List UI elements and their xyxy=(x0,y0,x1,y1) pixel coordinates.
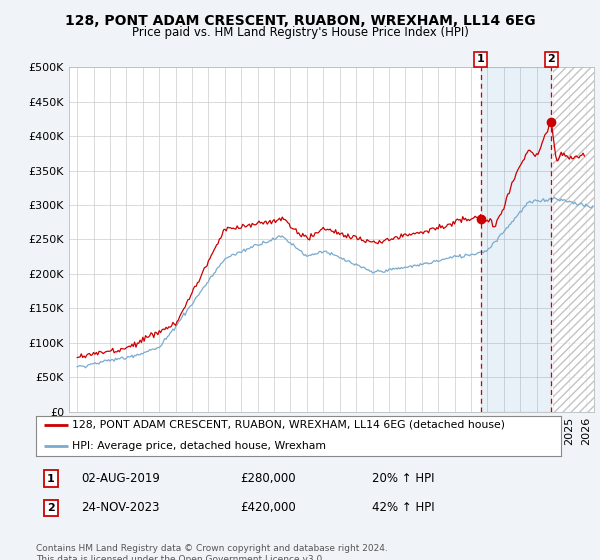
Text: 24-NOV-2023: 24-NOV-2023 xyxy=(81,501,160,515)
Text: 1: 1 xyxy=(477,54,485,64)
Text: 2: 2 xyxy=(47,503,55,513)
Text: £280,000: £280,000 xyxy=(240,472,296,486)
Text: 128, PONT ADAM CRESCENT, RUABON, WREXHAM, LL14 6EG (detached house): 128, PONT ADAM CRESCENT, RUABON, WREXHAM… xyxy=(72,420,505,430)
Text: 20% ↑ HPI: 20% ↑ HPI xyxy=(372,472,434,486)
Bar xyxy=(481,67,551,412)
Text: Price paid vs. HM Land Registry's House Price Index (HPI): Price paid vs. HM Land Registry's House … xyxy=(131,26,469,39)
Text: 1: 1 xyxy=(47,474,55,484)
Text: 2: 2 xyxy=(547,54,555,64)
Text: HPI: Average price, detached house, Wrexham: HPI: Average price, detached house, Wrex… xyxy=(72,441,326,451)
Text: Contains HM Land Registry data © Crown copyright and database right 2024.
This d: Contains HM Land Registry data © Crown c… xyxy=(36,544,388,560)
Text: 02-AUG-2019: 02-AUG-2019 xyxy=(81,472,160,486)
Bar xyxy=(553,67,594,412)
Text: £420,000: £420,000 xyxy=(240,501,296,515)
Text: 42% ↑ HPI: 42% ↑ HPI xyxy=(372,501,434,515)
Text: 128, PONT ADAM CRESCENT, RUABON, WREXHAM, LL14 6EG: 128, PONT ADAM CRESCENT, RUABON, WREXHAM… xyxy=(65,14,535,28)
